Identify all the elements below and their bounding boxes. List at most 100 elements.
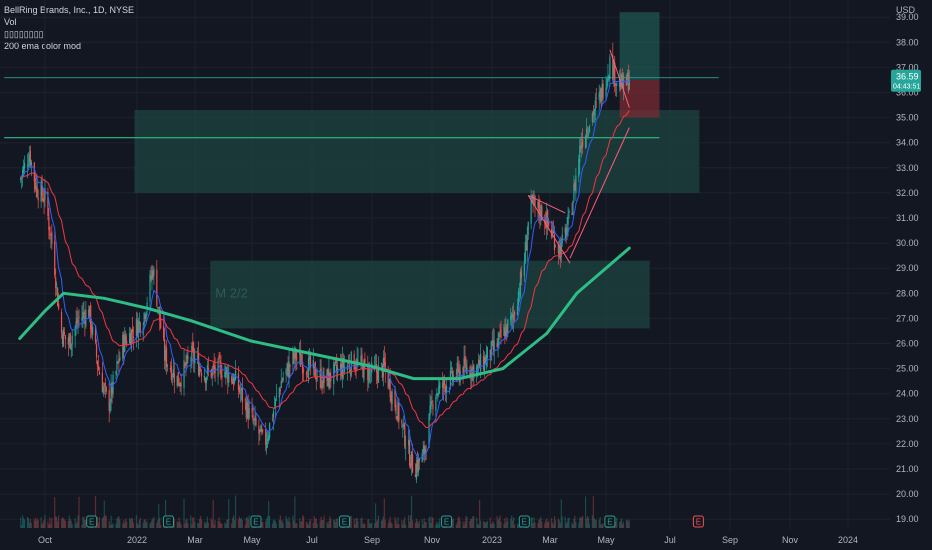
trend-support-line[interactable] [569, 127, 630, 259]
candle-body [47, 191, 49, 216]
volume-bar [566, 521, 568, 528]
candle-body [527, 221, 529, 235]
candle-body [343, 366, 346, 372]
indicator-ema[interactable]: 200 ema color mod [4, 41, 82, 51]
horizontal-lines[interactable] [4, 77, 719, 139]
volume-bar [457, 517, 459, 528]
indicator-volume[interactable]: Vol [4, 17, 17, 27]
volume-bar [559, 522, 561, 528]
candle-body [510, 315, 512, 321]
time-axis[interactable]: Oct 2022 Mar May Jul Sep Nov 2023 Mar May Jul Sep No… [38, 535, 858, 545]
candle-body [410, 451, 413, 466]
earnings-marker[interactable]: E [604, 515, 616, 528]
candle-body [228, 373, 230, 383]
candle-body [401, 420, 403, 424]
candle-body [33, 162, 35, 182]
volume-bar [540, 516, 542, 528]
candle-body [306, 376, 309, 378]
volume-bar [388, 520, 390, 528]
volume-bar [50, 523, 52, 528]
volume-bar [403, 520, 405, 528]
candle-body [526, 235, 528, 251]
candle-body [184, 363, 186, 365]
candle-body [129, 333, 132, 346]
volume-bar [122, 523, 124, 528]
volume-bar [227, 519, 229, 528]
candle-body [417, 457, 419, 473]
candle-body [40, 183, 42, 202]
candle-body [471, 367, 473, 381]
candle-body [185, 362, 187, 367]
candles [20, 42, 630, 484]
volume-bar [203, 521, 206, 528]
earnings-marker-box [692, 515, 704, 528]
candle-body [91, 326, 93, 333]
volume-bar [116, 518, 118, 528]
candle-body [144, 315, 146, 318]
candle-body [575, 175, 577, 194]
volume-bar [295, 523, 297, 528]
earnings-marker[interactable]: E [250, 515, 262, 528]
pennant-bottom-line[interactable] [527, 195, 571, 264]
candle-body [157, 307, 159, 309]
candle-body [559, 246, 561, 261]
candle-body [238, 386, 241, 393]
candle-body [450, 367, 453, 370]
volume-bar [415, 518, 418, 528]
candle-body [364, 358, 366, 364]
earnings-marker[interactable]: E [441, 515, 453, 528]
candle-body [506, 324, 508, 336]
volume-bar [197, 522, 199, 528]
candle-body [490, 341, 492, 360]
pennant-top-line[interactable] [528, 194, 566, 214]
price-tick-label: 39.00 [896, 12, 919, 22]
symbol-title[interactable]: BellRing Brands, Inc., 1D, NYSE [4, 5, 135, 15]
candle-body [123, 335, 125, 353]
position-tool[interactable] [619, 12, 660, 118]
volume-bar [452, 518, 454, 528]
volume-bar [319, 520, 321, 528]
candle-body [503, 327, 505, 337]
candle-body [499, 330, 501, 332]
volume-bar [574, 515, 576, 528]
candle-body [237, 373, 240, 391]
volume-bar [357, 521, 359, 528]
earnings-marker[interactable]: E [518, 515, 530, 528]
price-tick-label: 34.00 [896, 138, 919, 148]
trendlines[interactable] [527, 49, 630, 264]
candle-body [48, 216, 50, 231]
volume-bar [149, 523, 151, 528]
volume-bar [306, 523, 309, 528]
wedge-top-line[interactable] [609, 49, 630, 108]
volume-bar [476, 517, 478, 528]
volume-bar [326, 521, 328, 528]
volume-bar [478, 524, 480, 528]
indicator-hidden[interactable]: ▯▯▯▯▯▯▯▯ [4, 29, 44, 39]
last-price-box [891, 69, 921, 92]
candle-body [102, 386, 104, 394]
price-tick-label: 21.00 [896, 464, 919, 474]
candle-body [96, 360, 99, 367]
earnings-marker[interactable]: E [338, 515, 350, 528]
earnings-marker[interactable]: E [162, 515, 174, 528]
earnings-marker[interactable]: E [692, 515, 704, 528]
price-tick-label: 35.00 [896, 113, 919, 123]
volume-bar [411, 520, 414, 528]
candle-body [104, 382, 106, 387]
candle-body [606, 78, 608, 88]
volume-bar [224, 522, 226, 528]
candle-body [315, 376, 317, 382]
earnings-marker[interactable]: E [86, 515, 98, 528]
volume-bar [431, 516, 433, 528]
volume-bar [323, 515, 325, 528]
volume-bar [362, 524, 364, 528]
price-axis[interactable]: 39.00 38.00 37.00 36.00 35.00 34.00 33.00 32.00… [896, 12, 919, 524]
candle-body [34, 178, 36, 189]
volume-bar [139, 517, 141, 528]
candle-body [614, 62, 616, 87]
volume-bar [112, 523, 114, 528]
candle-body [599, 91, 601, 98]
candle-body [409, 440, 411, 466]
